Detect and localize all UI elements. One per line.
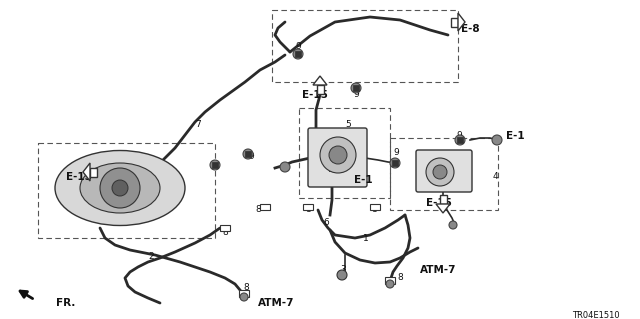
Circle shape — [243, 149, 253, 159]
Text: E-8: E-8 — [461, 24, 479, 34]
Bar — [303, 204, 313, 210]
Bar — [295, 51, 301, 57]
Text: 8: 8 — [255, 205, 260, 214]
Text: 9: 9 — [295, 42, 301, 51]
Circle shape — [351, 83, 361, 93]
Polygon shape — [458, 13, 465, 31]
Text: 2: 2 — [148, 252, 154, 261]
Bar — [220, 225, 230, 231]
Circle shape — [449, 221, 457, 229]
Text: 8: 8 — [305, 205, 311, 214]
Text: TR04E1510: TR04E1510 — [572, 311, 620, 319]
Text: 6: 6 — [323, 218, 329, 227]
Text: E-1: E-1 — [354, 175, 372, 185]
Polygon shape — [313, 76, 327, 85]
Bar — [451, 18, 458, 26]
Text: 1: 1 — [363, 234, 369, 243]
Text: 8: 8 — [397, 273, 403, 282]
Bar — [457, 137, 463, 143]
Bar — [370, 204, 380, 210]
Text: FR.: FR. — [56, 298, 76, 308]
Bar — [38, 143, 215, 238]
Circle shape — [329, 146, 347, 164]
Bar — [390, 138, 498, 210]
Bar — [272, 10, 458, 82]
Circle shape — [492, 135, 502, 145]
Text: 8: 8 — [243, 283, 249, 292]
Text: 3: 3 — [340, 265, 346, 274]
Circle shape — [386, 280, 394, 288]
Text: 8: 8 — [371, 205, 377, 214]
Circle shape — [293, 49, 303, 59]
Text: E-15: E-15 — [66, 172, 92, 182]
Text: E-15: E-15 — [302, 90, 328, 100]
Text: ATM-7: ATM-7 — [420, 265, 456, 275]
Bar — [353, 85, 359, 91]
Ellipse shape — [80, 163, 160, 213]
Circle shape — [390, 158, 400, 168]
Bar — [317, 85, 323, 94]
Bar — [260, 204, 270, 210]
Text: 9: 9 — [248, 152, 253, 161]
Polygon shape — [83, 163, 90, 181]
Bar — [299, 108, 390, 198]
Text: 7: 7 — [195, 120, 201, 129]
Circle shape — [426, 158, 454, 186]
Bar — [385, 277, 395, 284]
Bar — [239, 290, 249, 296]
Bar — [440, 195, 447, 204]
Ellipse shape — [55, 151, 185, 226]
Bar — [90, 167, 97, 176]
Text: E-1: E-1 — [506, 131, 525, 141]
Text: 4: 4 — [493, 172, 499, 181]
Circle shape — [455, 135, 465, 145]
Polygon shape — [436, 204, 450, 213]
Text: 8: 8 — [222, 228, 228, 237]
Bar — [245, 151, 251, 157]
Text: E-15: E-15 — [426, 198, 452, 208]
Circle shape — [100, 168, 140, 208]
Circle shape — [320, 137, 356, 173]
Text: ATM-7: ATM-7 — [258, 298, 294, 308]
Text: 9: 9 — [393, 148, 399, 157]
Circle shape — [240, 293, 248, 301]
Text: 5: 5 — [345, 120, 351, 129]
Circle shape — [112, 180, 128, 196]
FancyBboxPatch shape — [308, 128, 367, 187]
Text: 9: 9 — [327, 165, 333, 174]
Text: 9: 9 — [353, 90, 359, 99]
Circle shape — [433, 165, 447, 179]
Text: 9: 9 — [456, 131, 461, 140]
Bar — [212, 162, 218, 168]
Circle shape — [337, 270, 347, 280]
FancyBboxPatch shape — [416, 150, 472, 192]
Bar — [392, 160, 398, 166]
Circle shape — [210, 160, 220, 170]
Circle shape — [280, 162, 290, 172]
